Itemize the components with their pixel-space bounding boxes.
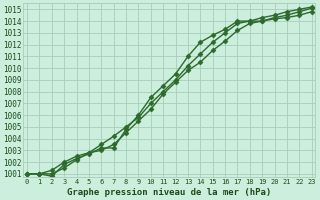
- X-axis label: Graphe pression niveau de la mer (hPa): Graphe pression niveau de la mer (hPa): [67, 188, 272, 197]
